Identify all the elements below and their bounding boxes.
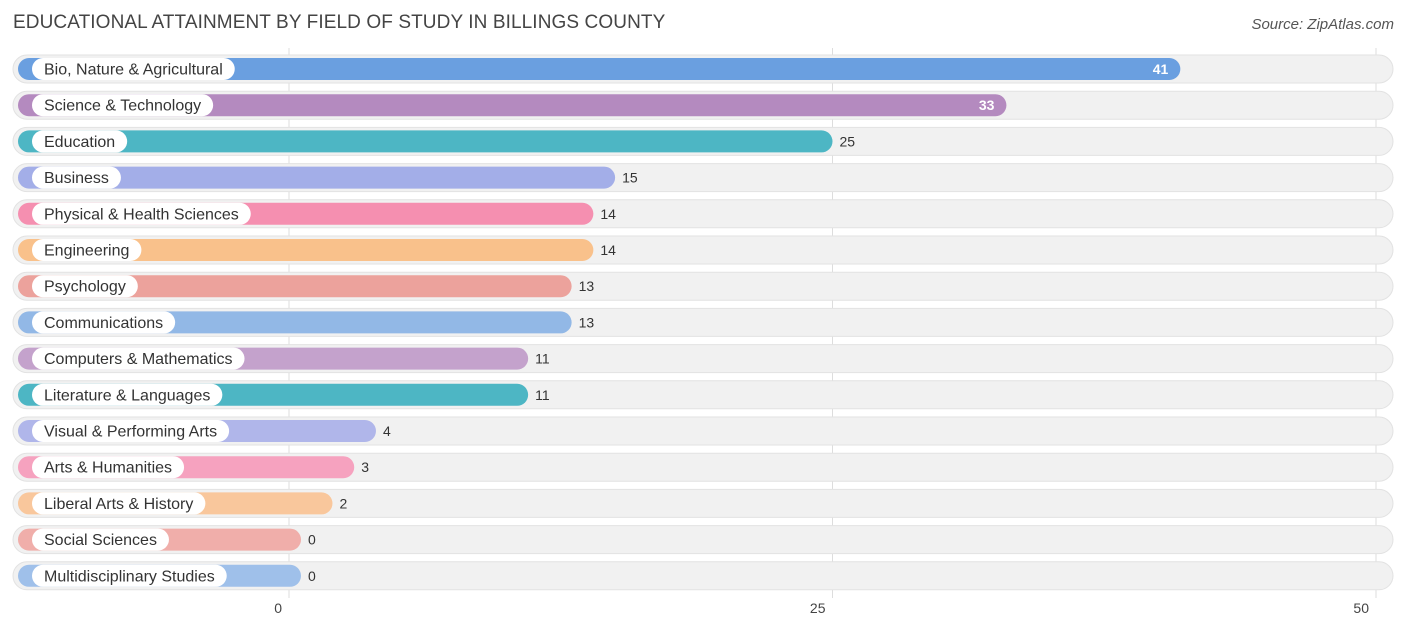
category-label: Social Sciences xyxy=(44,532,157,549)
value-label: 33 xyxy=(979,97,995,113)
label-pill xyxy=(32,202,251,225)
value-label: 11 xyxy=(535,351,550,367)
category-label: Literature & Languages xyxy=(44,387,210,404)
bar xyxy=(18,130,833,153)
bar xyxy=(18,94,1007,117)
value-label: 41 xyxy=(1153,61,1169,77)
label-pill xyxy=(32,492,206,515)
category-label: Communications xyxy=(44,315,163,332)
label-pill xyxy=(32,311,176,334)
category-label: Computers & Mathematics xyxy=(44,351,233,368)
bar xyxy=(18,166,616,189)
category-label: Visual & Performing Arts xyxy=(44,424,217,441)
bar xyxy=(18,239,594,261)
value-label: 14 xyxy=(600,206,616,222)
x-tick-label: 50 xyxy=(1353,600,1369,616)
category-label: Science & Technology xyxy=(44,98,201,115)
row-background xyxy=(12,525,1394,555)
bar xyxy=(18,275,572,298)
value-label: 0 xyxy=(308,532,316,548)
value-label: 25 xyxy=(840,133,856,149)
x-tick-label: 0 xyxy=(274,600,282,616)
value-label: 15 xyxy=(622,170,638,186)
label-pill xyxy=(32,383,223,406)
source-label: Source: ZipAtlas.com xyxy=(1251,16,1394,33)
category-label: Multidisciplinary Studies xyxy=(44,568,215,585)
label-pill xyxy=(32,130,128,153)
category-label: Physical & Health Sciences xyxy=(44,206,239,223)
label-pill xyxy=(32,166,121,189)
value-label: 13 xyxy=(579,314,595,330)
label-pill xyxy=(32,347,245,370)
label-pill xyxy=(32,420,230,442)
row-background xyxy=(12,488,1394,518)
label-pill xyxy=(32,456,185,479)
value-label: 4 xyxy=(383,423,391,439)
category-label: Arts & Humanities xyxy=(44,460,172,477)
category-label: Education xyxy=(44,134,115,151)
label-pill xyxy=(32,58,235,80)
label-pill xyxy=(32,94,214,117)
chart-title: EDUCATIONAL ATTAINMENT BY FIELD OF STUDY… xyxy=(13,12,666,33)
x-tick-label: 25 xyxy=(810,600,826,616)
category-label: Engineering xyxy=(44,243,129,260)
category-label: Psychology xyxy=(44,279,126,296)
bar xyxy=(18,58,1181,80)
category-label: Liberal Arts & History xyxy=(44,496,193,513)
row-background xyxy=(12,452,1394,482)
value-label: 3 xyxy=(361,459,369,475)
label-pill xyxy=(32,564,227,587)
label-pill xyxy=(32,275,138,298)
value-label: 2 xyxy=(339,495,347,511)
category-label: Business xyxy=(44,170,109,187)
row-background xyxy=(12,561,1394,591)
value-label: 0 xyxy=(308,568,316,584)
value-label: 14 xyxy=(600,242,616,258)
value-label: 11 xyxy=(535,387,550,403)
label-pill xyxy=(32,528,169,551)
value-label: 13 xyxy=(579,278,595,294)
label-pill xyxy=(32,239,142,261)
category-label: Bio, Nature & Agricultural xyxy=(44,62,223,79)
